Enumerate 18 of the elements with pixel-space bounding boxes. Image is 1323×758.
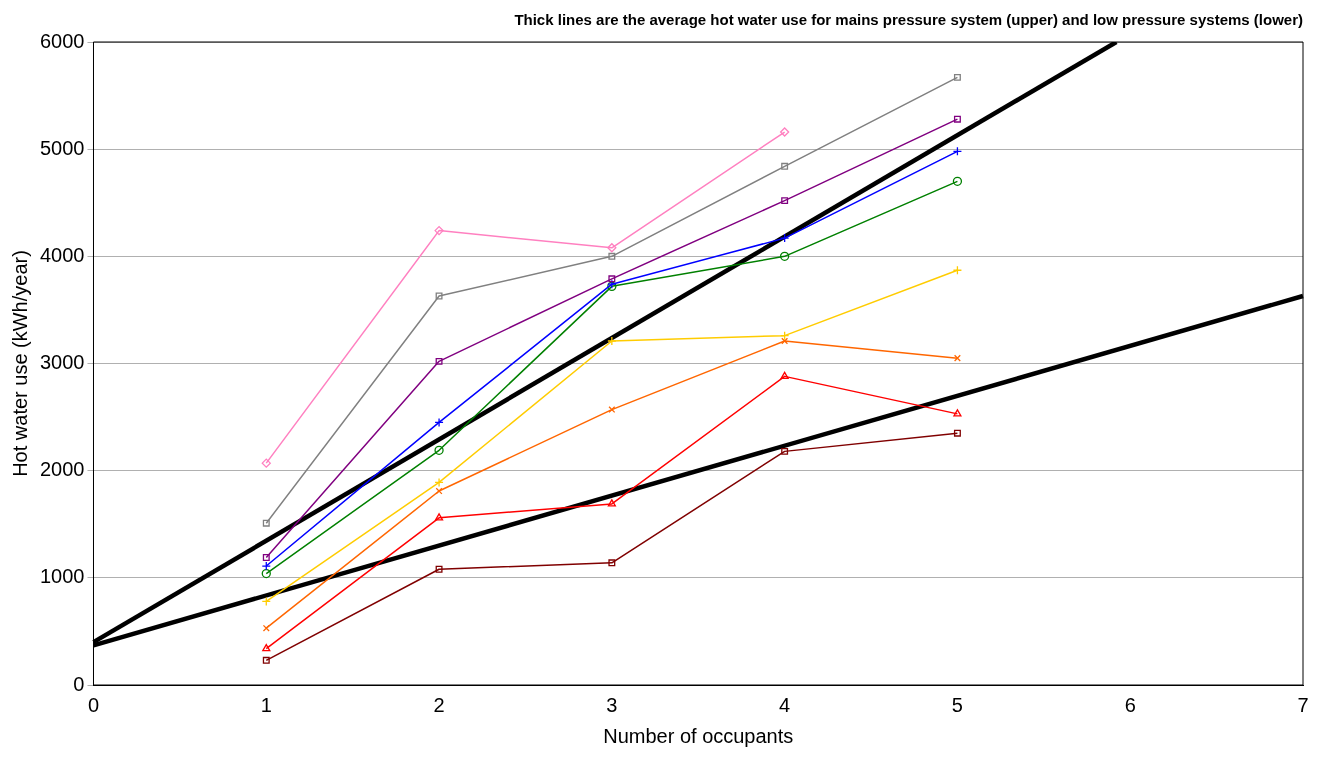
x-tick-label: 0 (87, 693, 100, 716)
y-tick-label: 4000 (39, 243, 85, 266)
x-tick-label: 4 (779, 693, 791, 716)
x-tick-label: 7 (1297, 693, 1309, 716)
y-tick-label: 1000 (39, 565, 85, 588)
y-tick-label: 0 (73, 672, 85, 695)
x-tick-label: 3 (606, 693, 618, 716)
y-tick-label: 2000 (39, 458, 85, 481)
y-tick-label: 5000 (39, 136, 85, 159)
x-tick-label: 6 (1124, 693, 1136, 716)
y-axis-title: Hot water use (kWh/year) (8, 250, 31, 477)
y-tick-label: 6000 (39, 29, 85, 52)
chart-title: Thick lines are the average hot water use for mains pressure system (upper) and low pressure systems (lower) (514, 11, 1303, 29)
x-tick-label: 5 (951, 693, 963, 716)
x-tick-label: 1 (260, 693, 272, 716)
x-axis-title: Number of occupants (603, 724, 794, 747)
y-tick-label: 3000 (39, 351, 85, 374)
x-tick-label: 2 (433, 693, 445, 716)
